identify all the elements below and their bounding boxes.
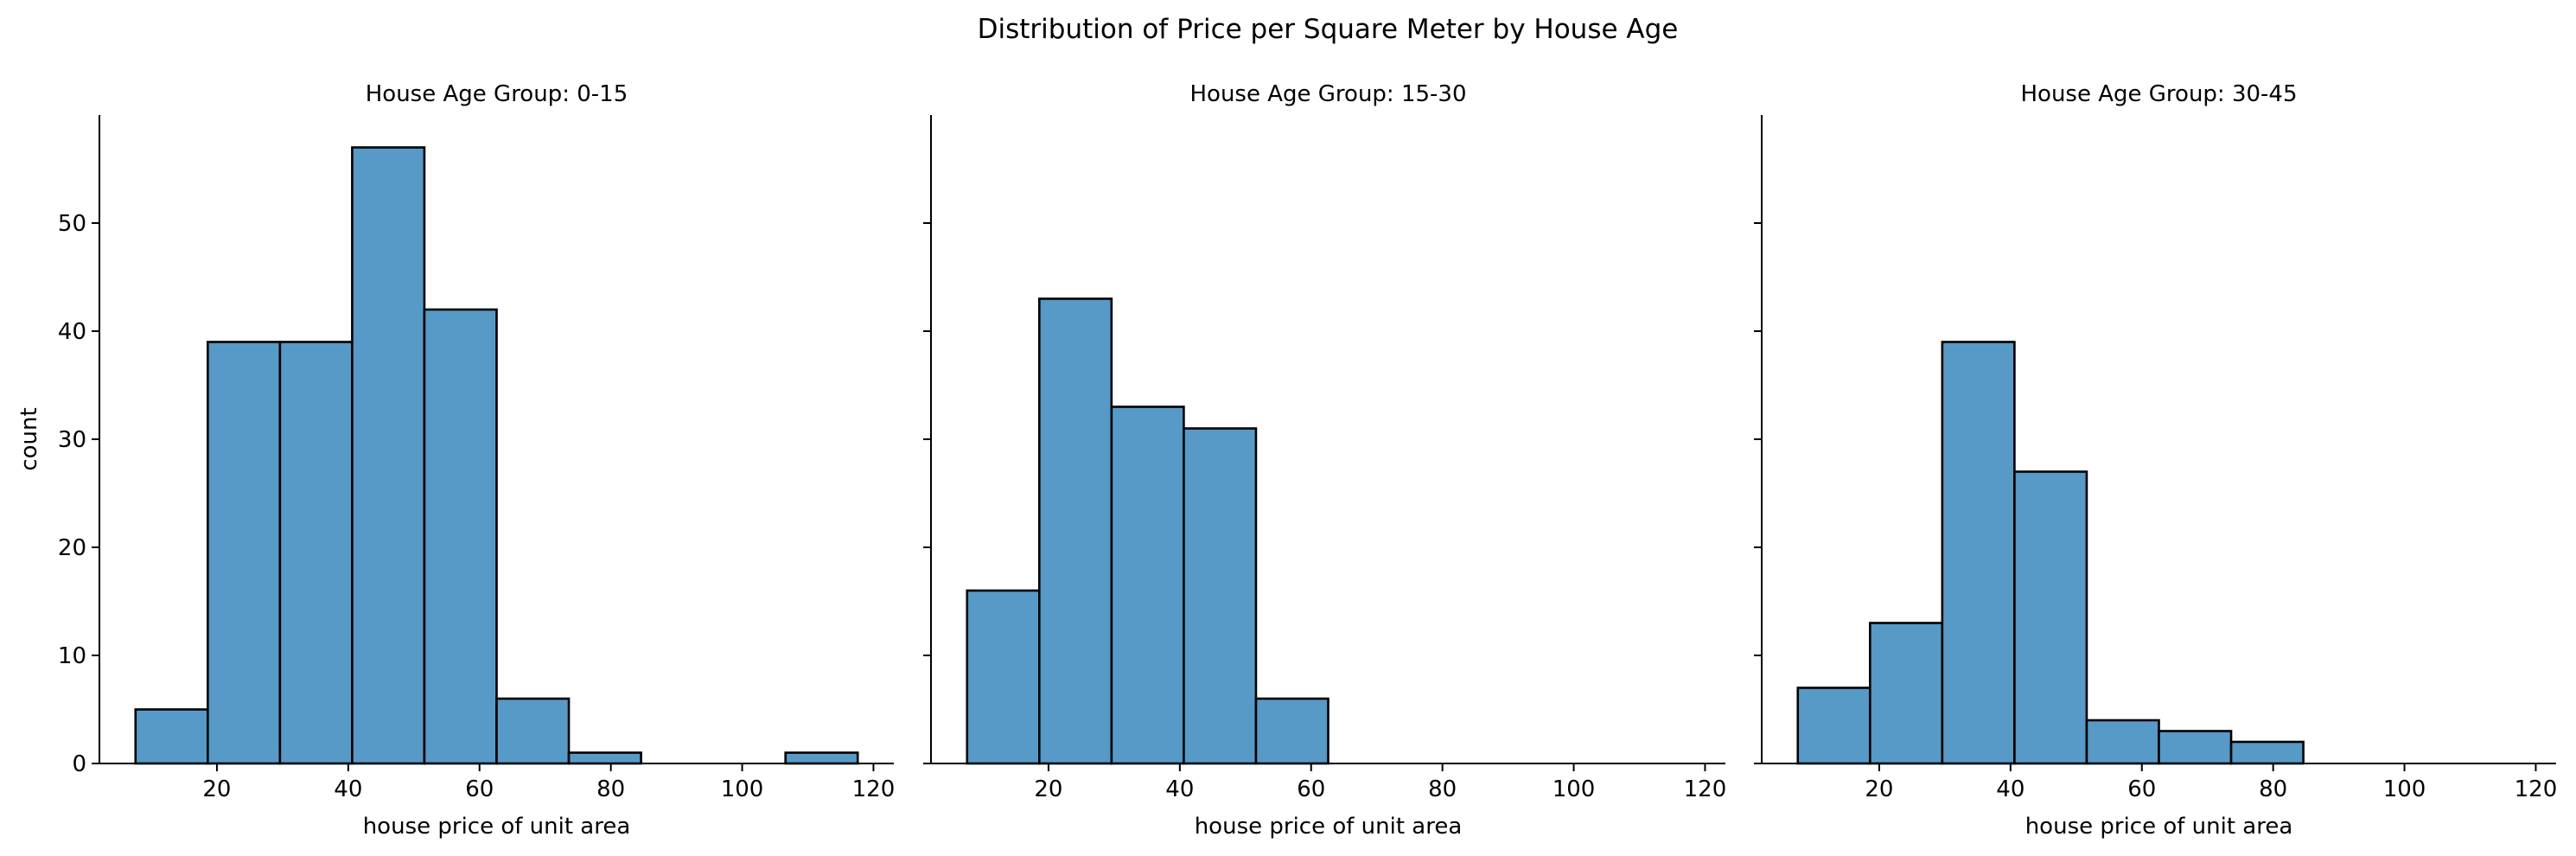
x-tick-label: 40 bbox=[1165, 776, 1194, 802]
histogram-bar bbox=[966, 589, 1041, 765]
histogram-bar bbox=[567, 751, 642, 765]
histogram-bar bbox=[2158, 730, 2233, 765]
histogram-bar bbox=[134, 708, 209, 765]
x-tick-label: 100 bbox=[2383, 776, 2426, 802]
histogram-bar bbox=[2013, 470, 2088, 765]
y-tick-label: 10 bbox=[58, 643, 86, 669]
x-tick-label: 20 bbox=[1034, 776, 1062, 802]
histogram-bar bbox=[1869, 622, 1944, 765]
x-tick-label: 100 bbox=[721, 776, 764, 802]
panel-title: House Age Group: 0-15 bbox=[366, 81, 628, 107]
panel-title: House Age Group: 30-45 bbox=[2020, 81, 2297, 107]
histogram-bar bbox=[351, 146, 426, 765]
histogram-bar bbox=[1038, 297, 1113, 765]
histogram-bar bbox=[2229, 740, 2305, 765]
x-tick-label: 80 bbox=[596, 776, 625, 802]
x-tick-label: 80 bbox=[1428, 776, 1457, 802]
y-axis-label: count bbox=[16, 407, 42, 470]
x-tick-label: 20 bbox=[1865, 776, 1893, 802]
x-tick-label: 60 bbox=[1297, 776, 1325, 802]
histogram-bar bbox=[1254, 697, 1329, 765]
panel-2: House Age Group: 15-30 20 40 60 80 100 120 hous… bbox=[923, 81, 1726, 840]
histogram-bar bbox=[2085, 719, 2160, 765]
histogram-bar bbox=[1796, 687, 1871, 765]
x-tick-label: 120 bbox=[852, 776, 896, 802]
y-tick-label: 20 bbox=[58, 535, 86, 561]
x-tick-label: 40 bbox=[334, 776, 362, 802]
panels: House Age Group: 0-15 20 40 60 80 100 120 0 10 20… bbox=[16, 81, 2557, 840]
x-tick-label: 80 bbox=[2259, 776, 2287, 802]
x-tick-label: 60 bbox=[465, 776, 494, 802]
x-axis-label: house price of unit area bbox=[363, 814, 631, 840]
panel-1: House Age Group: 0-15 20 40 60 80 100 120 0 10 20… bbox=[16, 81, 895, 840]
x-tick-label: 120 bbox=[1684, 776, 1727, 802]
histogram-bar bbox=[1183, 427, 1258, 765]
histogram-bar bbox=[207, 341, 282, 765]
panel-3: House Age Group: 30-45 20 40 60 80 100 120 hous… bbox=[1754, 81, 2557, 840]
histogram-bar bbox=[1941, 341, 2016, 765]
histogram-bar bbox=[495, 697, 571, 765]
y-tick-label: 50 bbox=[58, 211, 86, 237]
x-tick-label: 20 bbox=[202, 776, 231, 802]
x-axis-label: house price of unit area bbox=[2025, 814, 2293, 840]
x-tick-label: 100 bbox=[1553, 776, 1596, 802]
y-tick-label: 40 bbox=[58, 319, 86, 345]
panel-title: House Age Group: 15-30 bbox=[1189, 81, 1466, 107]
figure-title: Distribution of Price per Square Meter b… bbox=[978, 14, 1679, 45]
x-tick-label: 40 bbox=[1996, 776, 2024, 802]
x-tick-label: 60 bbox=[2127, 776, 2156, 802]
histogram-bar bbox=[278, 341, 354, 765]
y-tick-label: 0 bbox=[72, 751, 86, 777]
y-tick-label: 30 bbox=[58, 427, 86, 453]
histogram-bar bbox=[784, 751, 859, 765]
histogram-bar bbox=[423, 308, 498, 765]
x-tick-label: 120 bbox=[2515, 776, 2558, 802]
x-axis-label: house price of unit area bbox=[1195, 814, 1463, 840]
histogram-bar bbox=[1110, 406, 1185, 765]
